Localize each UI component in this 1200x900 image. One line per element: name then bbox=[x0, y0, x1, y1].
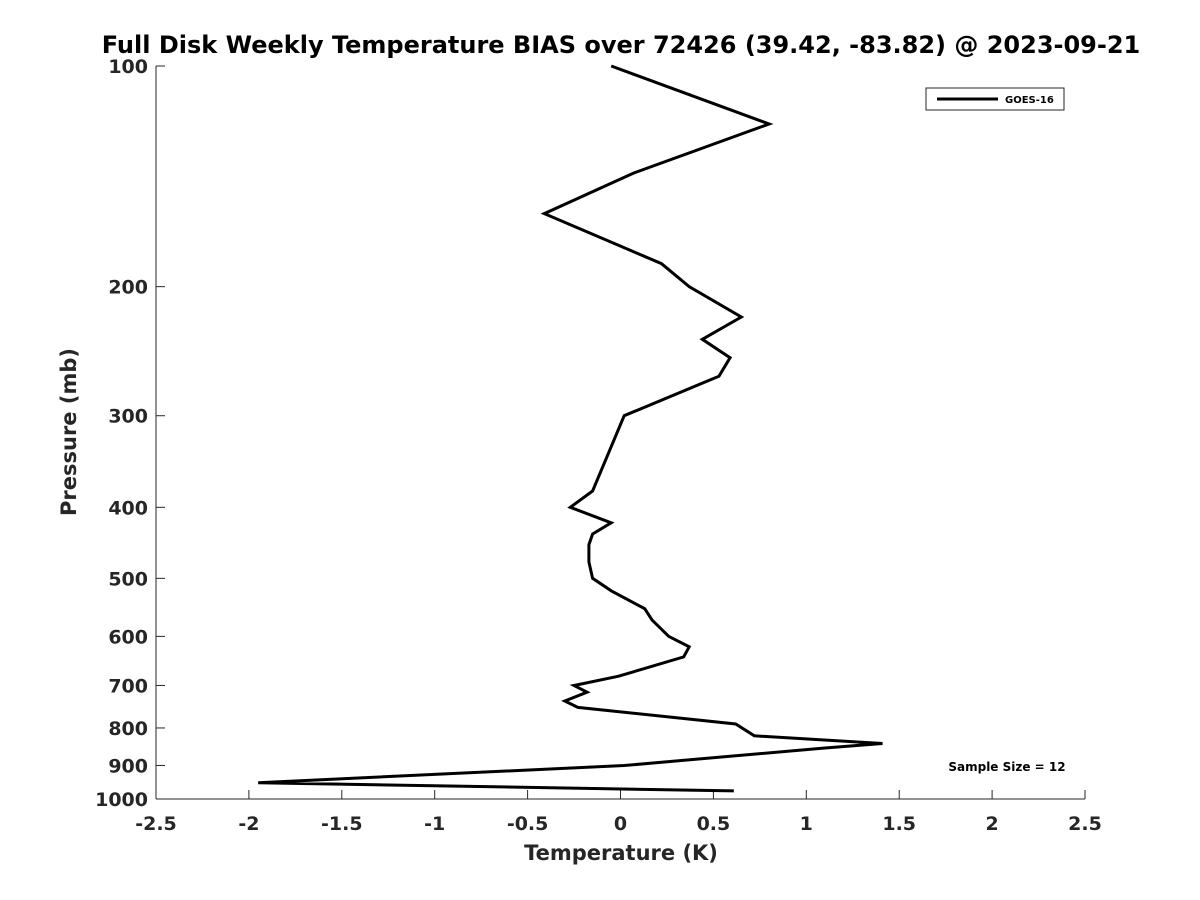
y-tick-label: 800 bbox=[108, 718, 148, 740]
x-tick-label: -1 bbox=[424, 813, 445, 835]
chart-title: Full Disk Weekly Temperature BIAS over 7… bbox=[102, 31, 1141, 59]
y-tick-label: 500 bbox=[108, 568, 148, 590]
x-tick-label: 1 bbox=[800, 813, 813, 835]
y-tick-label: 900 bbox=[108, 755, 148, 777]
legend-entry-goes-16: GOES-16 bbox=[1005, 95, 1054, 106]
series-line-goes-16 bbox=[258, 64, 883, 793]
x-ticks: -2.5 -2 -1.5 -1 -0.5 0 0.5 1 1.5 2 2.5 bbox=[135, 790, 1102, 835]
y-tick-label: 100 bbox=[108, 56, 148, 78]
y-tick-label: 600 bbox=[108, 626, 148, 648]
x-axis-label: Temperature (K) bbox=[524, 841, 718, 865]
x-tick-label: -1.5 bbox=[321, 813, 363, 835]
x-tick-label: 0.5 bbox=[697, 813, 731, 835]
y-tick-label: 200 bbox=[108, 277, 148, 299]
x-tick-label: 1.5 bbox=[882, 813, 916, 835]
sample-size-annotation: Sample Size = 12 bbox=[948, 760, 1065, 774]
x-tick-label: 2.5 bbox=[1068, 813, 1102, 835]
y-tick-label: 1000 bbox=[95, 789, 148, 811]
y-tick-label: 400 bbox=[108, 497, 148, 519]
x-tick-label: -0.5 bbox=[507, 813, 549, 835]
x-tick-label: -2 bbox=[238, 813, 259, 835]
x-tick-label: 0 bbox=[614, 813, 627, 835]
y-tick-label: 700 bbox=[108, 675, 148, 697]
x-tick-label: -2.5 bbox=[135, 813, 177, 835]
x-tick-label: 2 bbox=[985, 813, 998, 835]
y-tick-label: 300 bbox=[108, 406, 148, 428]
legend: GOES-16 bbox=[925, 87, 1065, 111]
y-axis-label: Pressure (mb) bbox=[57, 348, 81, 516]
plot-area: -2.5 -2 -1.5 -1 -0.5 0 0.5 1 1.5 2 2.5 100 200 300 40… bbox=[95, 56, 1102, 835]
y-ticks: 100 200 300 400 500 600 700 800 900 1000 bbox=[95, 56, 165, 811]
series-layer bbox=[258, 64, 883, 793]
